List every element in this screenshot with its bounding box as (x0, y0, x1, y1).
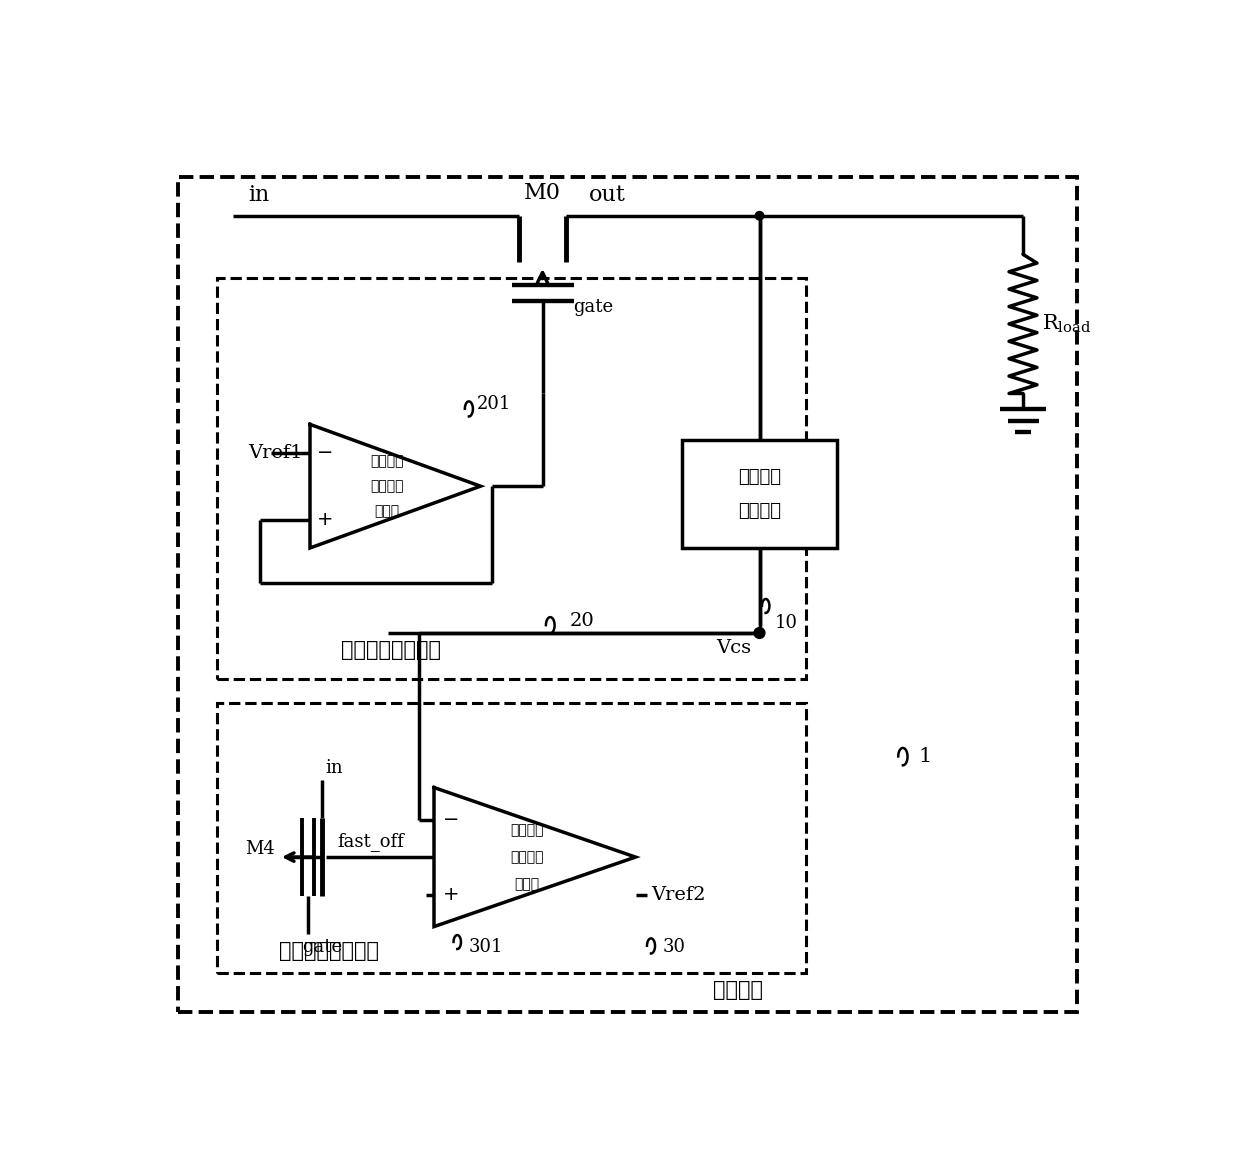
Bar (217, 278, 806, 680)
Text: −: − (317, 443, 334, 463)
Text: R$_\mathregular{load}$: R$_\mathregular{load}$ (1043, 313, 1091, 335)
Text: 10: 10 (775, 614, 799, 631)
Text: gate: gate (303, 938, 342, 957)
Text: 放大器或: 放大器或 (370, 479, 403, 493)
Text: 30: 30 (662, 938, 686, 957)
Text: 201: 201 (476, 395, 511, 413)
Text: Vref2: Vref2 (651, 885, 706, 904)
Text: 301: 301 (469, 938, 503, 957)
Circle shape (754, 628, 765, 638)
Text: +: + (317, 510, 334, 529)
Text: gate: gate (573, 299, 614, 316)
Bar (217, 703, 806, 973)
Text: 第一运算: 第一运算 (370, 455, 403, 469)
Text: in: in (248, 185, 269, 207)
Text: M4: M4 (246, 840, 275, 859)
Text: M0: M0 (525, 182, 560, 204)
Text: out: out (589, 185, 626, 207)
Text: fast_off: fast_off (337, 832, 404, 850)
Text: 负载电流: 负载电流 (738, 467, 781, 486)
Bar (682, 440, 837, 548)
Text: −: − (443, 810, 459, 829)
Text: 1: 1 (919, 747, 931, 766)
Text: 慢速精确限流模块: 慢速精确限流模块 (341, 640, 441, 660)
Text: 比较器: 比较器 (374, 504, 399, 518)
Text: 第二运算: 第二运算 (510, 823, 543, 837)
Text: Vref1: Vref1 (248, 444, 303, 462)
Text: 限流电路: 限流电路 (713, 980, 763, 1001)
Text: 采样模块: 采样模块 (738, 502, 781, 520)
Text: +: + (443, 885, 459, 904)
Text: 比较器: 比较器 (515, 877, 539, 891)
Text: 放大器或: 放大器或 (510, 850, 543, 864)
Text: 20: 20 (569, 613, 594, 630)
Text: in: in (325, 759, 343, 778)
Text: 快速响应限流模块: 快速响应限流模块 (279, 942, 379, 961)
Text: Vcs: Vcs (717, 639, 751, 657)
Circle shape (755, 211, 764, 220)
